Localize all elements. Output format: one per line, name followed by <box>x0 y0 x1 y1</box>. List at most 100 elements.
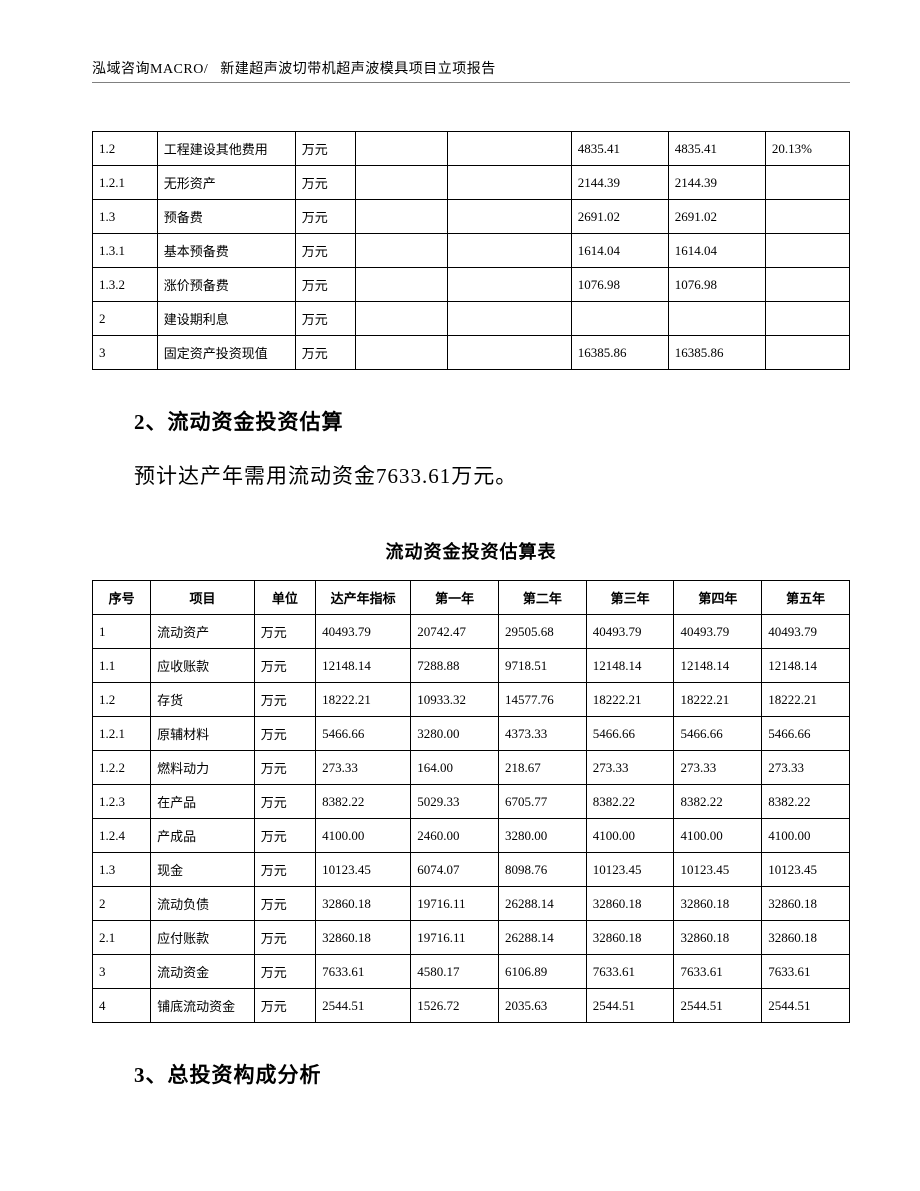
table-cell: 26288.14 <box>498 887 586 921</box>
table-cell: 4835.41 <box>571 132 668 166</box>
table-cell: 万元 <box>254 683 315 717</box>
table-cell: 流动资产 <box>151 615 255 649</box>
table-cell: 12148.14 <box>762 649 850 683</box>
table-cell <box>765 166 849 200</box>
table-header-cell: 达产年指标 <box>316 581 411 615</box>
table-header-cell: 项目 <box>151 581 255 615</box>
working-capital-table: 序号项目单位达产年指标第一年第二年第三年第四年第五年 1流动资产万元40493.… <box>92 580 850 1023</box>
table-cell: 1.3.1 <box>93 234 158 268</box>
table-cell: 万元 <box>254 785 315 819</box>
table-cell: 218.67 <box>498 751 586 785</box>
table-row: 1.1应收账款万元12148.147288.889718.5112148.141… <box>93 649 850 683</box>
table-cell: 现金 <box>151 853 255 887</box>
table-cell: 7633.61 <box>762 955 850 989</box>
table-cell: 8382.22 <box>586 785 674 819</box>
section-3-title: 3、总投资构成分析 <box>134 1059 850 1089</box>
table-cell: 9718.51 <box>498 649 586 683</box>
table-cell: 18222.21 <box>674 683 762 717</box>
table-cell: 32860.18 <box>674 921 762 955</box>
table-row: 2建设期利息万元 <box>93 302 850 336</box>
table-row: 4铺底流动资金万元2544.511526.722035.632544.51254… <box>93 989 850 1023</box>
header-divider <box>92 82 850 83</box>
table-cell: 40493.79 <box>674 615 762 649</box>
table-cell: 在产品 <box>151 785 255 819</box>
table-cell: 4100.00 <box>762 819 850 853</box>
table-cell: 应收账款 <box>151 649 255 683</box>
table-cell: 40493.79 <box>316 615 411 649</box>
table-cell: 基本预备费 <box>157 234 295 268</box>
table-cell: 万元 <box>295 166 355 200</box>
table-cell: 29505.68 <box>498 615 586 649</box>
table-cell: 32860.18 <box>316 921 411 955</box>
table-cell: 1614.04 <box>668 234 765 268</box>
table-cell: 1.2 <box>93 132 158 166</box>
table-cell: 7633.61 <box>674 955 762 989</box>
table-header-cell: 第二年 <box>498 581 586 615</box>
table-cell: 8382.22 <box>674 785 762 819</box>
table-cell: 8098.76 <box>498 853 586 887</box>
table-cell: 32860.18 <box>674 887 762 921</box>
table-cell: 5029.33 <box>411 785 499 819</box>
table-cell: 铺底流动资金 <box>151 989 255 1023</box>
table-row: 2流动负债万元32860.1819716.1126288.1432860.183… <box>93 887 850 921</box>
table-cell <box>356 200 448 234</box>
table2-head: 序号项目单位达产年指标第一年第二年第三年第四年第五年 <box>93 581 850 615</box>
table-cell: 32860.18 <box>316 887 411 921</box>
header-title: 新建超声波切带机超声波模具项目立项报告 <box>220 62 496 77</box>
table-cell: 18222.21 <box>316 683 411 717</box>
table-cell: 万元 <box>254 853 315 887</box>
table-row: 1.2.2燃料动力万元273.33164.00218.67273.33273.3… <box>93 751 850 785</box>
table-cell: 4100.00 <box>316 819 411 853</box>
section-2: 2、流动资金投资估算 预计达产年需用流动资金7633.61万元。 <box>92 406 850 490</box>
table-cell <box>765 268 849 302</box>
table-cell: 2460.00 <box>411 819 499 853</box>
table-cell: 10123.45 <box>762 853 850 887</box>
table-cell: 18222.21 <box>762 683 850 717</box>
table-cell: 万元 <box>295 234 355 268</box>
table-cell: 万元 <box>254 751 315 785</box>
table-cell: 万元 <box>254 717 315 751</box>
table-cell: 20742.47 <box>411 615 499 649</box>
table-cell: 万元 <box>254 955 315 989</box>
table-cell: 万元 <box>254 649 315 683</box>
table-cell: 万元 <box>295 132 355 166</box>
table-row: 1.2.1无形资产万元2144.392144.39 <box>93 166 850 200</box>
table-row: 1.2.4产成品万元4100.002460.003280.004100.0041… <box>93 819 850 853</box>
table-cell: 5466.66 <box>674 717 762 751</box>
table-cell: 273.33 <box>674 751 762 785</box>
table-cell: 26288.14 <box>498 921 586 955</box>
table-cell: 10123.45 <box>586 853 674 887</box>
table-cell: 万元 <box>254 989 315 1023</box>
table-cell <box>356 302 448 336</box>
table-cell: 2144.39 <box>668 166 765 200</box>
table-cell: 4373.33 <box>498 717 586 751</box>
table-cell: 无形资产 <box>157 166 295 200</box>
table-cell: 6705.77 <box>498 785 586 819</box>
table-cell: 1.2.3 <box>93 785 151 819</box>
table-cell <box>356 166 448 200</box>
table-cell: 4100.00 <box>674 819 762 853</box>
table-cell: 10123.45 <box>316 853 411 887</box>
table-cell: 8382.22 <box>316 785 411 819</box>
table-cell: 3 <box>93 955 151 989</box>
table-cell: 3280.00 <box>498 819 586 853</box>
table-cell: 2035.63 <box>498 989 586 1023</box>
table-cell: 7633.61 <box>316 955 411 989</box>
table-row: 2.1应付账款万元32860.1819716.1126288.1432860.1… <box>93 921 850 955</box>
table-cell: 4835.41 <box>668 132 765 166</box>
table-cell <box>765 200 849 234</box>
table-cell: 燃料动力 <box>151 751 255 785</box>
table-cell: 2 <box>93 887 151 921</box>
table-cell: 2.1 <box>93 921 151 955</box>
table1-container: 1.2工程建设其他费用万元4835.414835.4120.13%1.2.1无形… <box>92 131 850 370</box>
table-cell: 14577.76 <box>498 683 586 717</box>
table-cell <box>447 302 571 336</box>
table-cell: 19716.11 <box>411 921 499 955</box>
table-row: 1.3现金万元10123.456074.078098.7610123.45101… <box>93 853 850 887</box>
table-cell: 1.2.2 <box>93 751 151 785</box>
table-cell: 1.3 <box>93 853 151 887</box>
table-cell <box>356 132 448 166</box>
table-cell: 固定资产投资现值 <box>157 336 295 370</box>
table-cell: 12148.14 <box>586 649 674 683</box>
table-cell: 18222.21 <box>586 683 674 717</box>
